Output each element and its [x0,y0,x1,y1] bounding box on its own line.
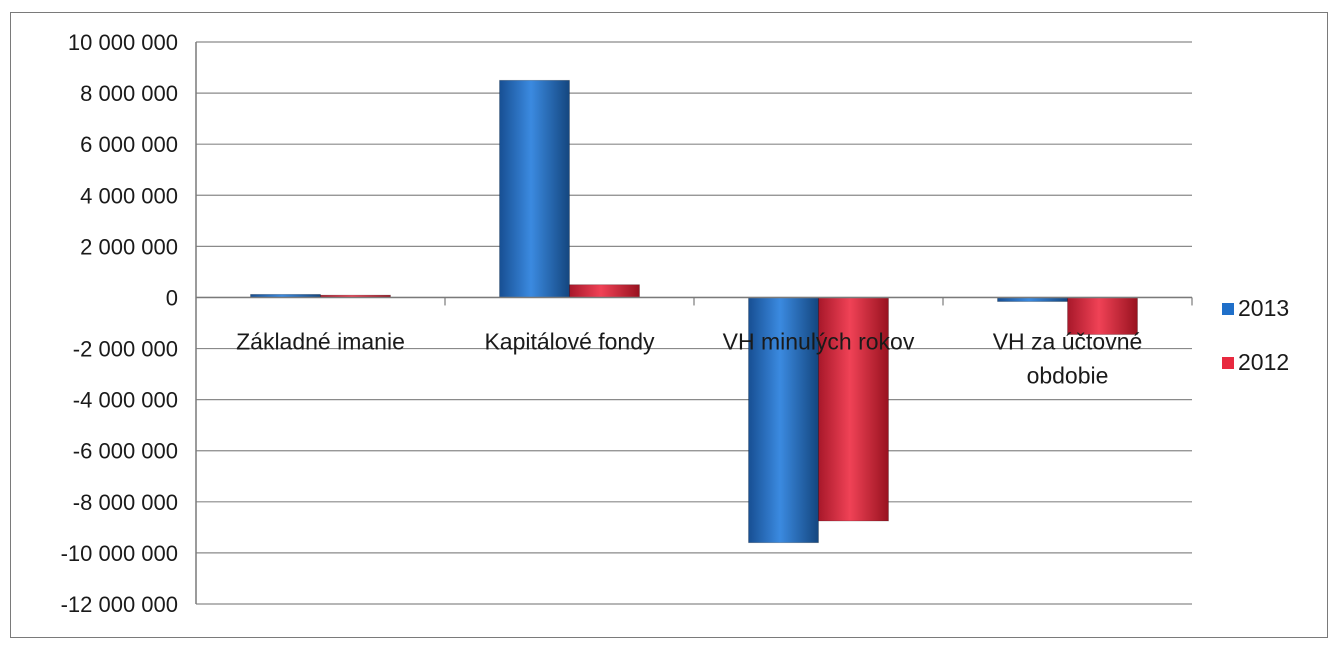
x-category-label: Základné imanie [236,328,405,354]
y-tick-label: -2 000 000 [73,337,178,362]
bars [250,79,1138,544]
y-tick-label: -6 000 000 [73,439,178,464]
legend-swatch-2013 [1222,303,1234,315]
y-tick-label: 8 000 000 [80,81,178,106]
x-category-label: VH minulých rokov [723,328,915,354]
y-tick-label: 2 000 000 [80,234,178,259]
legend-swatch-2012 [1222,357,1234,369]
x-category-label: Kapitálové fondy [484,328,655,354]
y-tick-label: 6 000 000 [80,132,178,157]
legend-label-2013: 2013 [1238,295,1289,321]
bar-2013-3 [748,297,819,544]
legend-label-2012: 2012 [1238,349,1289,375]
bar-2012-2 [569,284,640,298]
x-category-label: VH za účtovné obdobie [993,328,1143,388]
bar-2012-4 [1067,297,1138,335]
y-tick-label: 0 [166,285,178,310]
category-labels: Základné imanie Kapitálové fondy VH minulý… [236,328,1142,388]
axes [195,42,1193,604]
legend: 2013 2012 [1222,295,1289,375]
bar-2013-2 [499,79,570,298]
gridlines [196,41,1192,605]
y-tick-label: -8 000 000 [73,490,178,515]
y-tick-label: -4 000 000 [73,388,178,413]
y-axis-tick-labels: 10 000 000 8 000 000 6 000 000 4 000 000 2 0… [61,30,178,617]
bar-2012-3 [818,297,889,522]
y-tick-label: -12 000 000 [61,592,178,617]
y-tick-label: 4 000 000 [80,183,178,208]
y-tick-label: -10 000 000 [61,541,178,566]
y-tick-label: 10 000 000 [68,30,178,55]
